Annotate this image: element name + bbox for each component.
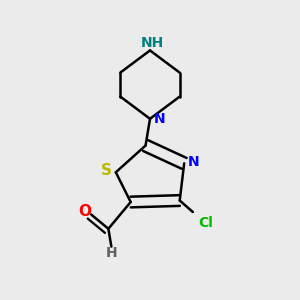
Text: S: S <box>101 163 112 178</box>
Text: O: O <box>78 204 91 219</box>
Text: H: H <box>106 245 118 260</box>
Text: N: N <box>154 112 166 126</box>
Text: N: N <box>188 155 200 169</box>
Text: Cl: Cl <box>198 216 213 230</box>
Text: NH: NH <box>141 36 164 50</box>
